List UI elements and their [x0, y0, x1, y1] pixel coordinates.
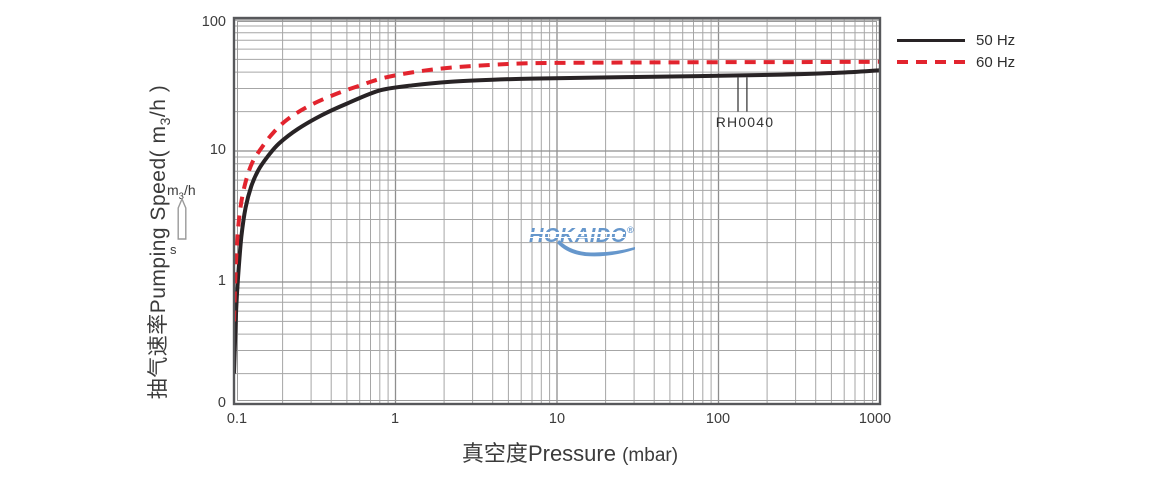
legend-line-50hz: [897, 39, 965, 42]
y-axis-unit-sub: 3: [158, 117, 175, 126]
x-tick-1: 1: [390, 411, 400, 427]
logo-stripe: [529, 236, 625, 239]
x-axis-title: 真空度Pressure (mbar): [335, 436, 805, 468]
y-axis-title-en: Pumping Speed: [146, 157, 170, 314]
x-axis-title-cn: 真空度: [461, 441, 528, 466]
legend-label-60hz: 60 Hz: [976, 54, 1016, 71]
legend-label-50hz: 50 Hz: [976, 32, 1016, 49]
x-tick-100: 100: [705, 411, 731, 427]
hokaido-logo: HOKAIDO®: [529, 226, 641, 260]
model-annotation: RH0040: [715, 114, 775, 130]
side-unit-s: s: [170, 242, 177, 257]
y-axis-unit-open: ( m: [146, 125, 170, 158]
side-unit-3: 3: [178, 190, 184, 202]
logo-swoosh-icon: [557, 240, 635, 257]
side-unit-m: m: [167, 182, 179, 198]
y-tick-1: 1: [217, 273, 226, 289]
side-unit-m3h: m3/h: [167, 182, 196, 202]
y-tick-0: 0: [217, 395, 226, 411]
y-axis-unit-close: /h ): [146, 84, 170, 118]
x-axis-title-en: Pressure: [527, 441, 616, 466]
logo-text: HOKAIDO®: [529, 225, 634, 247]
up-arrow-icon: [177, 198, 187, 240]
registered-mark-icon: ®: [626, 225, 634, 235]
y-axis-title-cn: 抽气速率: [146, 313, 170, 400]
y-tick-100: 100: [201, 14, 226, 30]
x-axis-unit: (mbar): [622, 445, 679, 466]
legend-line-60hz: [897, 60, 965, 64]
x-tick-1000: 1000: [858, 411, 892, 427]
x-tick-0p1: 0.1: [226, 411, 248, 427]
y-tick-10: 10: [209, 142, 226, 158]
x-tick-10: 10: [548, 411, 566, 427]
logo-word-text: HOKAIDO: [529, 225, 627, 247]
logo-stripe: [529, 232, 625, 234]
side-unit-h: /h: [183, 182, 196, 198]
